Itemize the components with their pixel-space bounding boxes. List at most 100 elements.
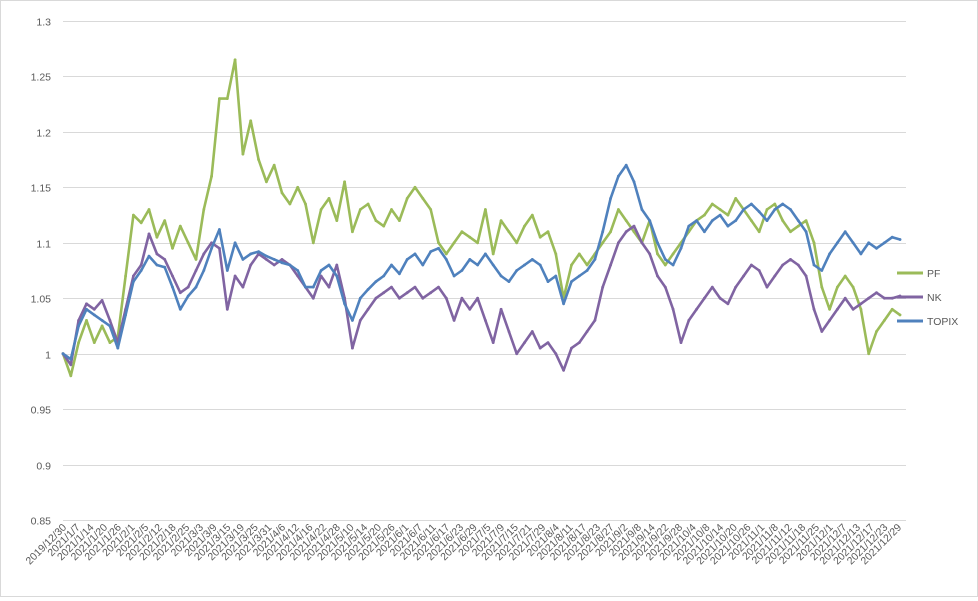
data-point: [304, 285, 307, 289]
data-point: [218, 97, 221, 100]
data-point: [867, 352, 871, 356]
data-point: [609, 230, 612, 234]
data-point: [249, 252, 253, 256]
data-point: [585, 269, 589, 272]
data-point: [507, 280, 511, 283]
y-tick-label: 1: [45, 350, 51, 362]
data-point: [875, 330, 878, 333]
data-point: [538, 346, 542, 350]
data-point: [695, 219, 698, 223]
data-point: [108, 324, 112, 328]
data-point: [836, 307, 839, 311]
series-line-pf: [61, 58, 902, 378]
data-point: [85, 302, 88, 306]
data-point: [671, 252, 675, 256]
data-point: [609, 197, 612, 200]
data-point: [319, 208, 323, 211]
data-point: [319, 269, 323, 272]
y-tick-label: 0.95: [31, 405, 52, 417]
data-point: [218, 228, 221, 231]
data-point: [437, 246, 440, 250]
data-point: [358, 296, 362, 300]
data-point: [757, 230, 761, 234]
legend-label: PF: [927, 268, 940, 280]
data-point: [687, 224, 691, 228]
data-point: [781, 202, 785, 206]
data-point: [444, 258, 448, 261]
data-point: [617, 241, 620, 245]
data-point: [640, 241, 644, 245]
data-point: [108, 319, 112, 322]
data-point: [272, 263, 276, 267]
data-point: [734, 197, 738, 200]
data-point: [875, 291, 878, 295]
data-point: [499, 307, 503, 311]
data-point: [241, 152, 245, 156]
data-point: [382, 291, 386, 295]
data-point: [92, 341, 96, 344]
data-point: [374, 296, 378, 300]
data-point: [186, 241, 190, 245]
data-point: [280, 191, 284, 195]
data-point: [155, 235, 159, 239]
data-point: [554, 252, 558, 256]
data-point: [765, 208, 769, 211]
data-point: [194, 285, 198, 289]
data-point: [890, 307, 894, 311]
data-point: [703, 230, 706, 234]
data-point: [515, 269, 519, 272]
data-point: [382, 224, 386, 228]
data-point: [577, 274, 581, 278]
data-point: [296, 269, 300, 272]
data-point: [679, 341, 683, 344]
data-point: [202, 208, 206, 211]
data-point: [734, 219, 738, 223]
data-point: [311, 241, 315, 245]
data-point: [703, 296, 706, 300]
data-point: [624, 163, 628, 167]
data-point: [765, 285, 769, 289]
data-point: [147, 208, 151, 211]
data-point: [710, 202, 714, 206]
data-point: [429, 250, 433, 254]
data-point: [570, 346, 573, 350]
data-point: [405, 291, 409, 295]
data-point: [851, 241, 855, 245]
y-axis-tick-labels: 0.85 0.9 0.95 1 1.05 1.1 1.15 1.2 1.25 1.3: [31, 17, 52, 528]
data-point: [468, 307, 472, 311]
data-point: [319, 274, 323, 278]
data-point: [444, 296, 448, 300]
data-point: [257, 158, 260, 162]
data-point: [108, 341, 112, 344]
gridlines: [63, 21, 906, 521]
data-point: [233, 241, 237, 245]
data-point: [124, 313, 127, 317]
data-point: [710, 219, 714, 223]
data-point: [570, 263, 573, 267]
data-point: [491, 341, 495, 344]
data-point: [843, 230, 847, 234]
data-point: [804, 274, 808, 278]
data-point: [366, 202, 370, 206]
data-point: [750, 219, 753, 223]
data-point: [546, 230, 550, 234]
data-point: [171, 274, 174, 278]
data-point: [92, 307, 96, 311]
data-point: [867, 241, 871, 245]
data-point: [405, 258, 409, 261]
data-point: [687, 319, 691, 322]
data-point: [593, 319, 597, 322]
data-point: [601, 230, 605, 234]
data-point: [202, 252, 206, 256]
data-point: [695, 307, 698, 311]
data-point: [843, 274, 847, 278]
data-point: [499, 219, 503, 223]
data-point: [186, 285, 190, 289]
data-point: [648, 252, 652, 256]
data-point: [139, 221, 143, 225]
data-point: [562, 302, 565, 306]
data-point: [679, 246, 683, 250]
y-tick-label: 1.05: [31, 294, 52, 306]
data-point: [624, 219, 628, 223]
data-point: [499, 274, 503, 278]
